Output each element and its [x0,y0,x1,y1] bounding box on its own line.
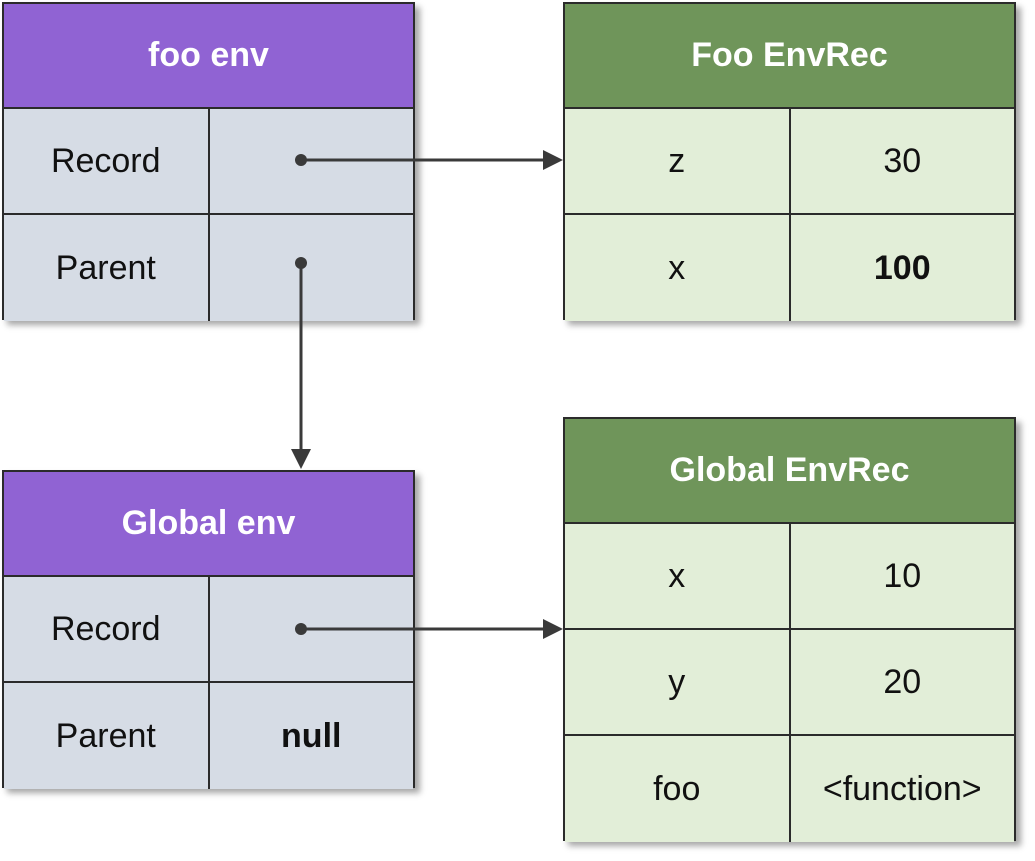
foo-envrec-value: 30 [788,109,1015,213]
foo-parent-arrowhead [291,449,311,469]
global-envrec-value: <function> [788,736,1015,842]
foo-envrec-box: Foo EnvRec z 30 x 100 [563,2,1016,321]
foo-env-record-row: Record [4,109,413,215]
foo-env-parent-label: Parent [55,248,156,287]
global-envrec-name: y [668,662,686,701]
global-envrec-title: Global EnvRec [565,419,1014,524]
global-env-box: Global env Record Parent null [2,470,415,789]
foo-env-record-label: Record [50,141,161,180]
foo-envrec-value: 100 [788,215,1015,321]
global-envrec-name: x [668,556,686,595]
global-envrec-name: foo [653,769,701,808]
foo-envrec-row: x 100 [565,215,1014,321]
global-env-record-label: Record [50,609,161,648]
foo-env-box: foo env Record Parent [2,2,415,321]
foo-envrec-name: x [668,248,686,287]
foo-envrec-title: Foo EnvRec [565,4,1014,109]
foo-env-title: foo env [4,4,413,109]
foo-env-record-pointer [207,109,414,213]
foo-env-parent-pointer [207,215,414,321]
global-envrec-row: x 10 [565,524,1014,630]
foo-envrec-row: z 30 [565,109,1014,215]
global-env-parent-row: Parent null [4,683,413,789]
global-envrec-row: y 20 [565,630,1014,736]
global-record-arrowhead [543,619,563,639]
global-env-record-row: Record [4,577,413,683]
global-env-record-pointer [207,577,414,681]
foo-record-arrowhead [543,150,563,170]
foo-env-parent-row: Parent [4,215,413,321]
global-envrec-box: Global EnvRec x 10 y 20 foo <function> [563,417,1016,842]
global-env-parent-value: null [207,683,414,789]
global-env-title: Global env [4,472,413,577]
global-envrec-value: 20 [788,630,1015,734]
global-envrec-row: foo <function> [565,736,1014,842]
foo-envrec-name: z [668,141,686,180]
global-envrec-value: 10 [788,524,1015,628]
global-env-parent-label: Parent [55,716,156,755]
